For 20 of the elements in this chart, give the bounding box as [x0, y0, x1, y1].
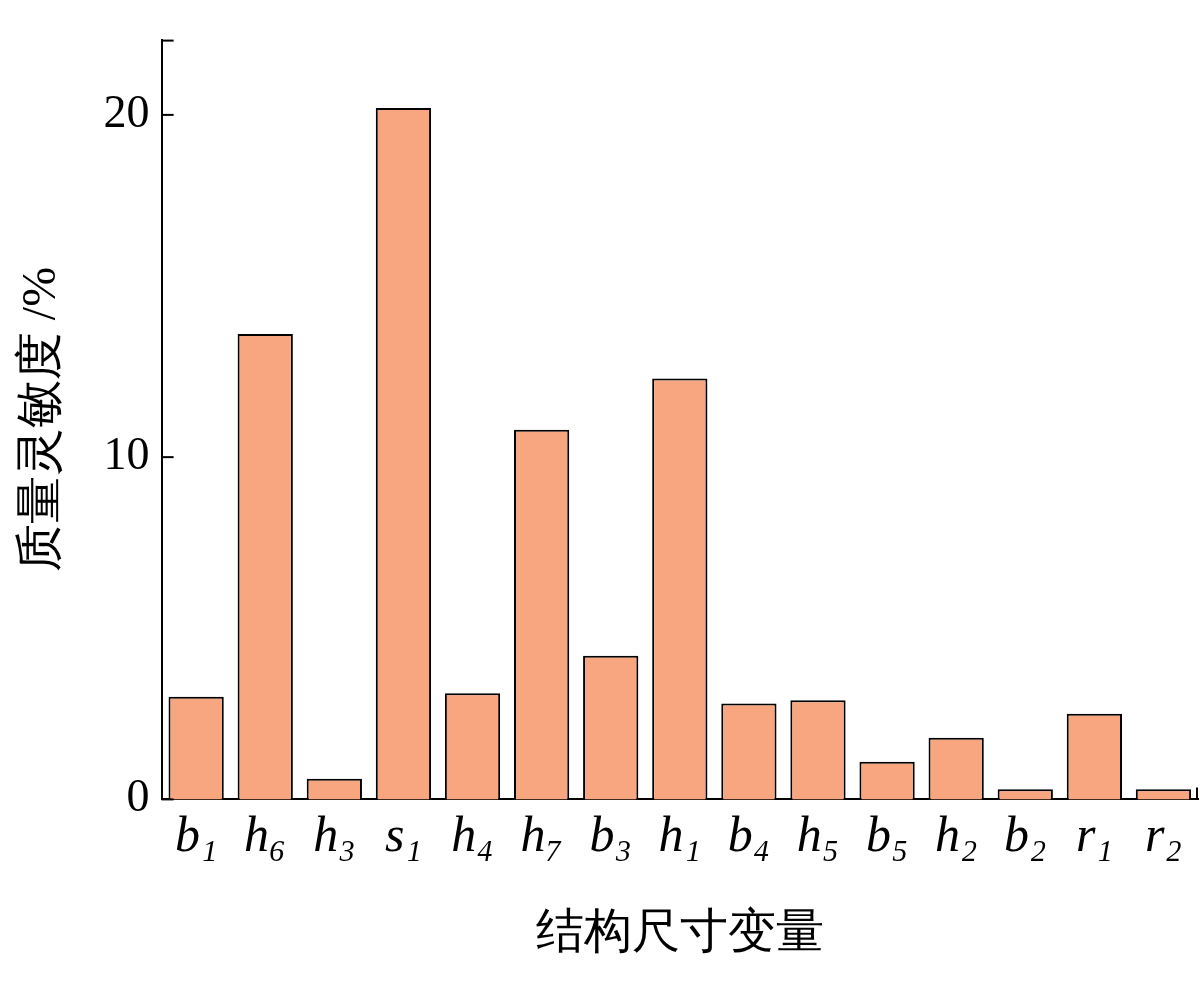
- x-tick-label: h₆: [244, 805, 287, 862]
- x-axis-title: 结构尺寸变量: [535, 903, 824, 957]
- x-tick-label: h₃: [313, 805, 356, 862]
- y-axis-title: 质量灵敏度 /%: [12, 266, 66, 573]
- x-tick-label: b₁: [174, 805, 218, 862]
- x-tick-label: r₁: [1075, 805, 1113, 862]
- y-tick-label: 0: [126, 770, 150, 822]
- x-tick-label: h₇: [520, 805, 563, 862]
- x-tick-label: h₄: [451, 805, 494, 862]
- x-tick-label: b₄: [727, 805, 771, 862]
- x-tick-label: b₂: [1004, 805, 1047, 862]
- x-tick-label: r₂: [1145, 805, 1182, 862]
- y-tick-label: 20: [103, 85, 150, 137]
- x-tick-label: b₃: [589, 805, 632, 862]
- x-tick-label: b₅: [865, 805, 909, 862]
- x-tick-label: h₂: [934, 805, 978, 862]
- x-tick-label: h₅: [796, 805, 840, 862]
- x-tick-label: h₁: [658, 805, 701, 862]
- x-tick-label: s₁: [385, 805, 422, 862]
- y-tick-label: 10: [103, 428, 150, 480]
